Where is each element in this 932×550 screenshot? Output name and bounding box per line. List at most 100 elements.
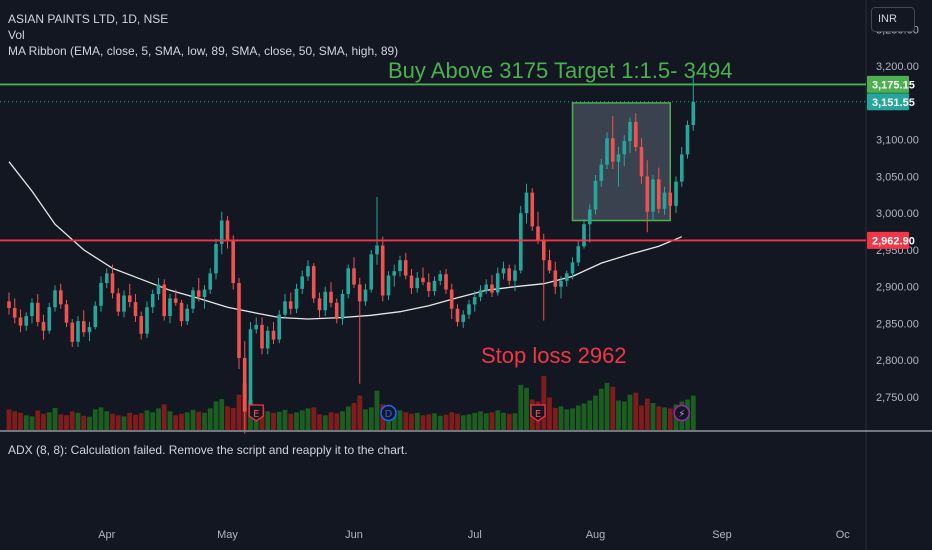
candle [467, 299, 471, 320]
candle [501, 261, 506, 280]
volume-bar [547, 397, 552, 430]
candle-body [363, 289, 368, 302]
volume-bar [334, 413, 340, 430]
time-tick-label: Jul [468, 529, 482, 541]
volume-bar [345, 406, 351, 430]
candle [392, 264, 396, 287]
volume-bar [259, 407, 265, 430]
candle [426, 273, 431, 297]
price-tick-label: 2,750.00 [876, 392, 919, 404]
price-badge: 3,175.15 [867, 75, 915, 93]
candle-body [93, 305, 98, 328]
candle-body [599, 164, 604, 181]
candle-body [438, 274, 442, 281]
time-tick-label: Sep [712, 529, 732, 541]
candle [139, 311, 143, 340]
candle [346, 264, 350, 299]
candle-body [513, 270, 517, 281]
price-tick-label: 3,200.00 [876, 61, 919, 73]
candle-body [311, 266, 316, 299]
candle [616, 147, 621, 187]
candle-body [196, 290, 201, 297]
candle [237, 277, 241, 369]
earnings-marker-shape[interactable] [530, 404, 546, 422]
time-axis[interactable]: Apr May Jun Jul Aug Sep Oc [98, 529, 850, 541]
volume-bar [161, 404, 167, 430]
symbol-title[interactable]: ASIAN PAINTS LTD, 1D, NSE [8, 12, 169, 26]
candle-body [202, 289, 207, 297]
candle [352, 257, 356, 289]
volume-bar [202, 412, 207, 430]
candle [472, 291, 477, 312]
volume-bar [305, 408, 311, 430]
candle-body [271, 330, 276, 340]
volume-bar [581, 403, 587, 430]
candle [24, 312, 28, 331]
ma-ribbon-indicator-label[interactable]: MA Ribbon (EMA, close, 5, SMA, low, 89, … [8, 44, 399, 58]
event-marker[interactable]: ⚡ [673, 404, 690, 422]
candle-body [467, 304, 471, 315]
event-marker-label: ⚡ [678, 409, 685, 420]
candle [116, 288, 121, 317]
candle-body [369, 254, 373, 290]
candle-body [24, 316, 28, 326]
candle-body [179, 302, 184, 322]
candle-body [375, 245, 379, 255]
price-tick-label: 2,800.00 [876, 355, 919, 367]
volume-bar [121, 416, 127, 430]
candle-body [472, 297, 477, 305]
price-badge-bg [867, 231, 909, 249]
candle-body [553, 270, 558, 287]
candle [438, 270, 442, 286]
candle [260, 317, 264, 355]
candle-body [7, 301, 11, 308]
candle-body [260, 324, 264, 349]
candle-body [645, 176, 650, 212]
candle-body [128, 295, 132, 303]
candle [553, 261, 558, 295]
price-badge-text: 3,175.15 [872, 79, 915, 91]
volume-bar [495, 410, 501, 430]
volume-bar [156, 408, 161, 430]
price-tick-label: 3,100.00 [876, 135, 919, 147]
earnings-marker-shape[interactable] [248, 404, 264, 422]
volume-bar [110, 413, 115, 430]
candle-body [265, 330, 270, 349]
volume-bar [414, 412, 420, 430]
event-marker[interactable]: E [530, 404, 546, 422]
stop-loss-annotation[interactable]: Stop loss 2962 [481, 343, 627, 368]
candle [41, 314, 46, 340]
volume-bar [311, 407, 317, 430]
volume-bar [81, 415, 87, 430]
volume-bar [196, 411, 202, 430]
candle [449, 283, 454, 320]
candle [196, 277, 201, 302]
candle-body [622, 141, 627, 155]
candle [271, 321, 276, 344]
volume-bar [564, 409, 570, 430]
candle [674, 176, 678, 214]
candle-body [53, 290, 57, 308]
candle-body [415, 277, 419, 289]
event-marker-circle[interactable] [673, 404, 690, 422]
currency-button[interactable]: INR [871, 7, 915, 32]
event-marker[interactable]: E [248, 404, 264, 422]
price-badge: 2,962.90 [867, 231, 915, 249]
candle-body [41, 321, 46, 331]
event-marker-circle[interactable] [380, 404, 397, 422]
volume-indicator-label[interactable]: Vol [8, 28, 25, 42]
buy-annotation[interactable]: Buy Above 3175 Target 1:1.5- 3494 [388, 58, 733, 83]
candle [185, 304, 189, 325]
event-marker[interactable]: D [380, 404, 397, 422]
event-markers[interactable]: E D E ⚡ [248, 404, 690, 422]
consolidation-rectangle[interactable] [571, 102, 671, 222]
candle-body [582, 224, 586, 247]
volume-bar [460, 415, 466, 430]
horizontal-lines[interactable] [0, 83, 866, 242]
volume-bar [558, 406, 564, 430]
candle-body [323, 291, 327, 311]
time-tick-label: May [217, 529, 238, 541]
volume-bar [69, 411, 75, 430]
